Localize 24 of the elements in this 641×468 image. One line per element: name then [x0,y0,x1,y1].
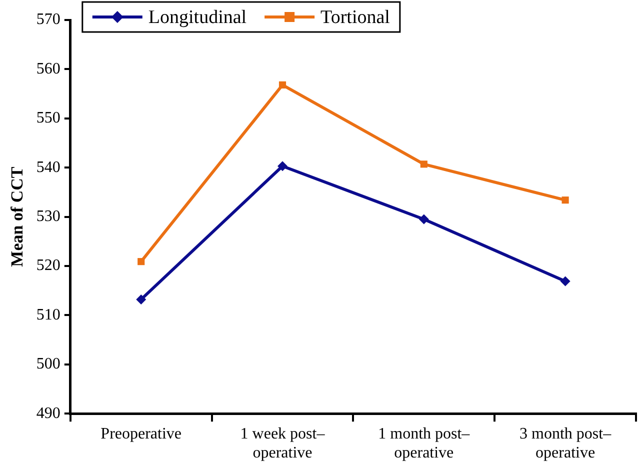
y-tick-label: 570 [36,11,60,28]
y-axis-title: Mean of CCT [8,166,27,267]
y-tick-label: 530 [36,208,60,226]
point [136,294,146,304]
y-tick-label: 560 [36,60,60,78]
point [420,160,428,168]
x-tick-label: 1 month post–operative [378,425,471,462]
x-tick-label: Preoperative [100,425,182,442]
x-tick-label: 1 week post–operative [240,425,326,462]
point [278,161,288,172]
y-tick-label: 540 [36,158,60,176]
point [278,81,286,88]
y-tick-label: 510 [36,306,60,324]
x-tick-label: 3 month post–operative [520,425,612,462]
point [562,196,569,204]
point [138,258,145,266]
y-tick-label: 490 [36,404,60,422]
legend-label: Tortional [320,6,390,28]
y-tick-label: 520 [36,257,60,274]
y-tick-label: 500 [36,356,60,373]
y-tick-label: 550 [36,110,60,127]
point [418,214,429,224]
legend-label: Longitudinal [148,6,247,28]
point [560,276,570,286]
